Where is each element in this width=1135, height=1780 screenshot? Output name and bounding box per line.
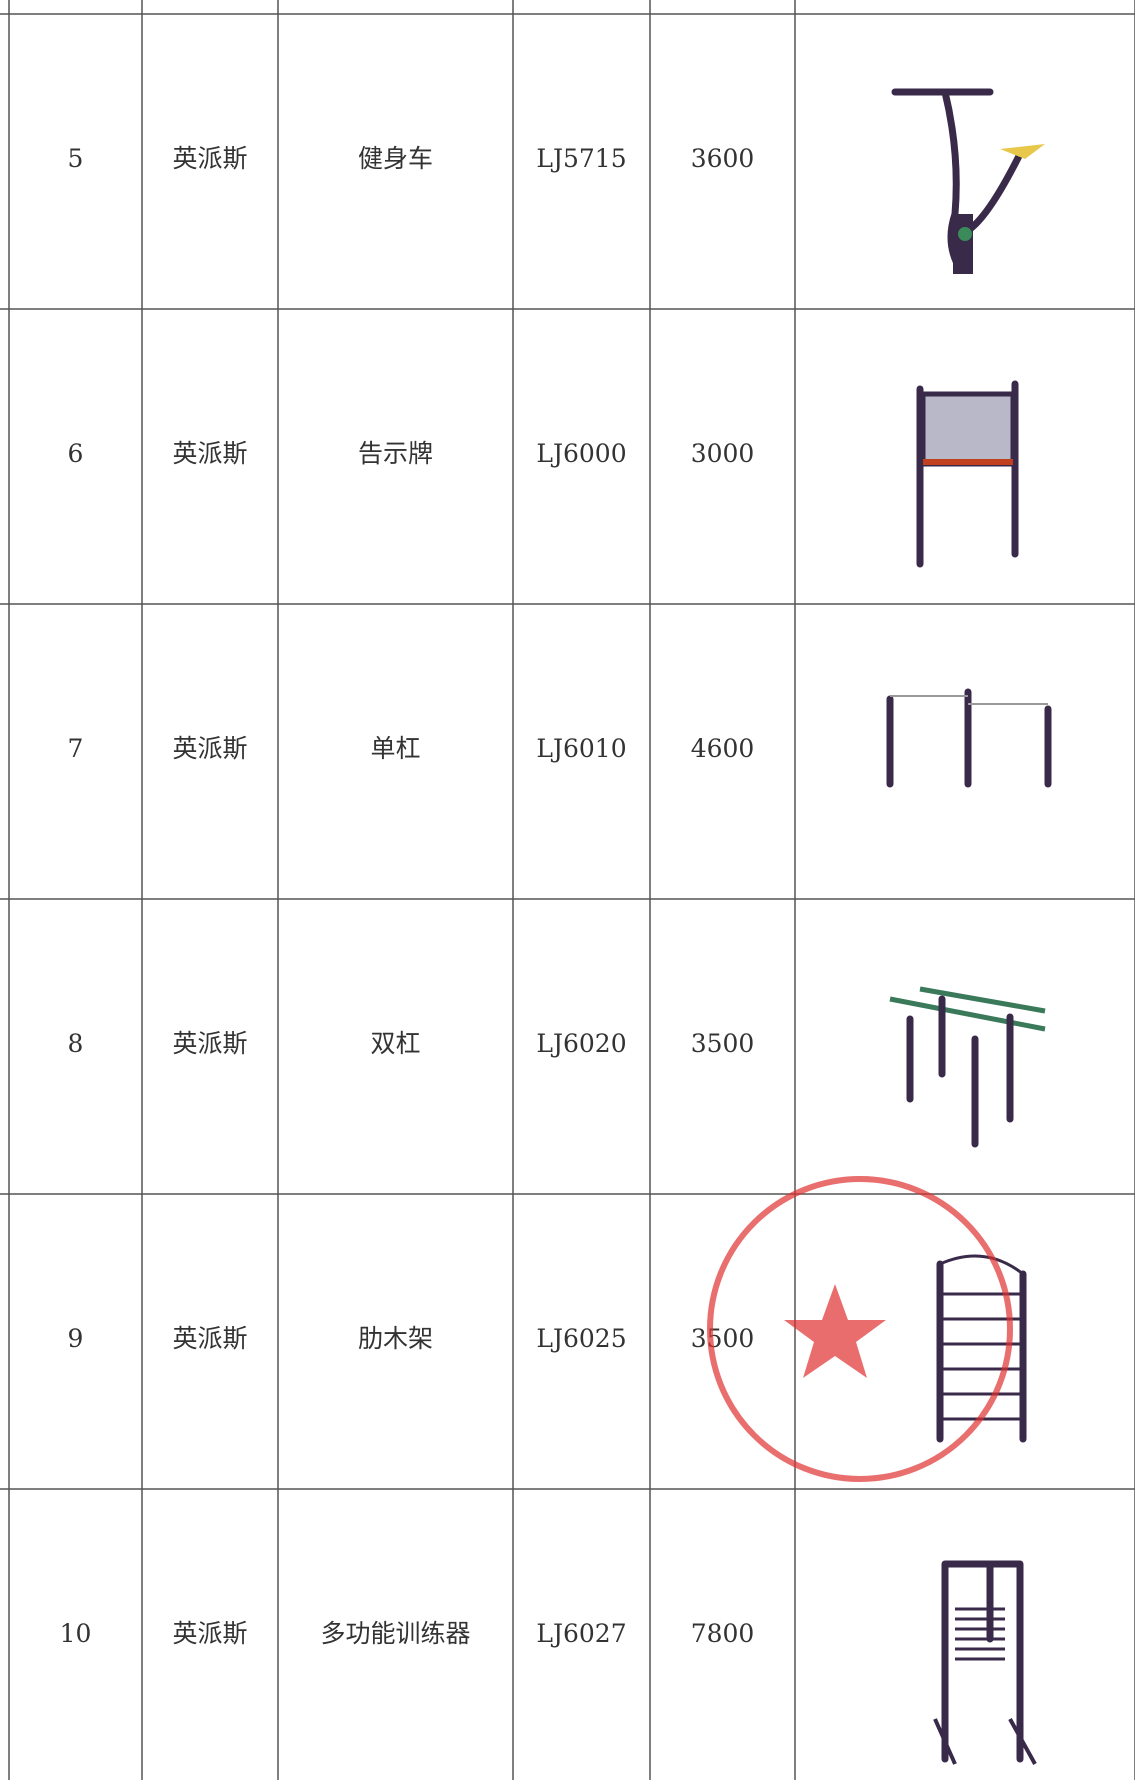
table-cell: LJ6025: [536, 1324, 626, 1353]
table-cell: 单杠: [370, 734, 420, 763]
table-cell: 3600: [691, 144, 755, 173]
shape: [939, 1254, 1024, 1421]
shape: [933, 1718, 1037, 1765]
table-cell: 6: [68, 439, 84, 468]
picture-single-bar: [886, 688, 1052, 788]
shape: [890, 695, 1048, 705]
table-cell: LJ5715: [536, 144, 626, 173]
picture-notice-board: [916, 380, 1019, 568]
table-cell: LJ6020: [536, 1029, 626, 1058]
red-seal: [707, 1176, 1013, 1482]
table-cell: 7: [68, 734, 84, 763]
table-cell: 3000: [691, 439, 755, 468]
table-cell: 英派斯: [172, 144, 247, 173]
table-cell: 8: [68, 1029, 84, 1058]
table-cell: LJ6000: [536, 439, 626, 468]
table-cell: 3500: [691, 1029, 755, 1058]
shape: [889, 986, 1046, 1032]
table-cell: 3500: [691, 1324, 755, 1353]
seal-ring: [707, 1176, 1013, 1482]
table-cell: 肋木架: [358, 1324, 433, 1353]
table-cell: 健身车: [358, 144, 433, 173]
table-cell: 英派斯: [172, 1029, 247, 1058]
table-cell: 告示牌: [358, 439, 433, 468]
table-cell: 英派斯: [172, 734, 247, 763]
shape: [958, 227, 972, 241]
table-cell: 英派斯: [172, 1324, 247, 1353]
table-cell: 5: [68, 144, 84, 173]
picture-wall-bars: [936, 1254, 1027, 1443]
table-cell: 10: [60, 1619, 92, 1648]
table-cell: 英派斯: [172, 1619, 247, 1648]
table-cell: 9: [68, 1324, 84, 1353]
table-cell: LJ6027: [536, 1619, 626, 1648]
table-cell: 4600: [691, 734, 755, 763]
table-cell: 多功能训练器: [320, 1619, 470, 1648]
seal-star: [784, 1284, 886, 1378]
shape: [923, 459, 1013, 465]
shape: [1000, 144, 1045, 159]
picture-multi-trainer: [933, 1560, 1037, 1765]
table-cell: 7800: [691, 1619, 755, 1648]
picture-exercise-bike: [891, 88, 1045, 274]
picture-parallel-bars: [889, 986, 1046, 1148]
shape: [920, 391, 1016, 467]
table-cell: 双杠: [370, 1029, 420, 1058]
shape: [953, 214, 973, 274]
shape: [955, 1607, 1005, 1661]
table-cell: 英派斯: [172, 439, 247, 468]
table-cell: LJ6010: [536, 734, 626, 763]
